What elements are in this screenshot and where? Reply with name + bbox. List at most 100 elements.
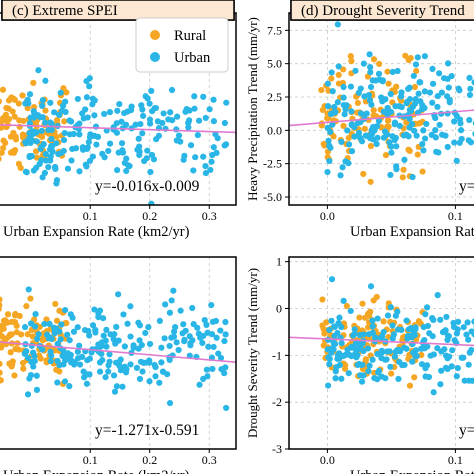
urban-point [351,326,358,333]
urban-point [23,169,30,176]
urban-point [453,373,460,380]
urban-point [118,140,126,147]
rural-point [398,97,405,104]
rural-point [318,122,325,129]
y-tick-label: -2 [272,395,282,409]
urban-point [124,320,131,327]
panel-title: (c) Extreme SPEI [12,3,118,19]
urban-point [39,102,46,110]
x-tick-label: 0.0 [320,209,335,223]
rural-point [320,140,327,148]
urban-point [446,99,453,106]
rural-point [61,118,68,125]
urban-point [471,318,474,325]
urban-point [148,200,155,205]
urban-point [57,345,64,352]
urban-point [209,151,216,159]
x-axis-label: Urban Expansion Rate (km2/yr) [350,468,474,474]
rural-point [3,104,10,112]
urban-point [469,377,474,384]
rural-point [0,149,5,156]
urban-point [96,359,104,366]
urban-point [438,367,445,374]
urban-point [434,103,441,111]
urban-point [127,361,134,368]
urban-point [95,341,102,348]
urban-point [28,320,35,327]
rural-point [419,168,426,175]
panel-title-box [1,0,235,21]
urban-point [145,323,152,331]
urban-point [408,120,416,128]
x-tick-label: 0.2 [142,209,157,223]
urban-point [105,362,112,369]
urban-point [42,77,49,84]
urban-point [200,93,207,100]
rural-point [359,300,366,307]
urban-point [338,375,345,382]
urban-point [420,323,427,331]
urban-point [384,104,391,112]
urban-point [419,101,426,109]
urban-point [148,108,156,115]
urban-point [407,107,415,114]
urban-point [412,347,420,354]
urban-point [168,86,176,94]
urban-point [444,60,452,67]
urban-point [434,345,441,352]
urban-point [151,361,158,369]
urban-point [434,92,441,100]
urban-point [429,315,436,322]
rural-point [0,98,2,105]
urban-point [74,324,81,331]
urban-point [189,337,196,344]
urban-point [172,323,179,331]
urban-point [135,345,142,352]
urban-point [364,345,372,352]
urban-point [86,157,94,164]
urban-point [174,113,181,120]
rural-point [53,116,61,124]
x-axis-label: Urban Expansion Rate (km2/yr) [350,224,474,240]
urban-point [196,381,203,388]
rural-point [12,136,20,143]
urban-point [429,99,436,106]
urban-point [181,152,188,159]
urban-point [92,326,99,334]
urban-point [396,122,403,129]
urban-point [207,166,214,174]
urban-point [421,88,429,95]
urban-point [50,324,58,331]
urban-point [137,120,144,128]
urban-point [394,67,401,75]
rural-point [0,137,7,144]
rural-point [340,122,347,129]
urban-point [341,111,348,118]
rural-point [382,152,390,159]
urban-point [83,163,90,170]
urban-point [340,297,347,304]
urban-point [395,375,402,383]
rural-point [347,53,354,60]
urban-point [334,99,341,106]
urban-point [127,333,134,340]
urban-point [345,370,352,377]
urban-point [337,172,344,179]
urban-point [369,77,376,84]
urban-point [59,102,67,109]
urban-point [106,140,114,147]
urban-point [56,328,63,335]
urban-point [210,118,217,125]
rural-point [319,296,326,303]
urban-point [467,85,474,92]
urban-point [118,118,125,125]
urban-point [334,21,341,28]
urban-point [160,110,167,117]
urban-point [86,83,93,90]
rural-point [6,360,13,367]
urban-point [405,85,412,93]
urban-point [336,355,343,362]
urban-point [29,128,36,135]
urban-point [444,143,451,151]
urban-point [121,343,128,350]
